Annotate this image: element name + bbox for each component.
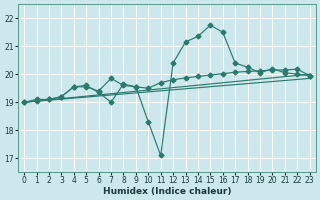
X-axis label: Humidex (Indice chaleur): Humidex (Indice chaleur) <box>103 187 231 196</box>
